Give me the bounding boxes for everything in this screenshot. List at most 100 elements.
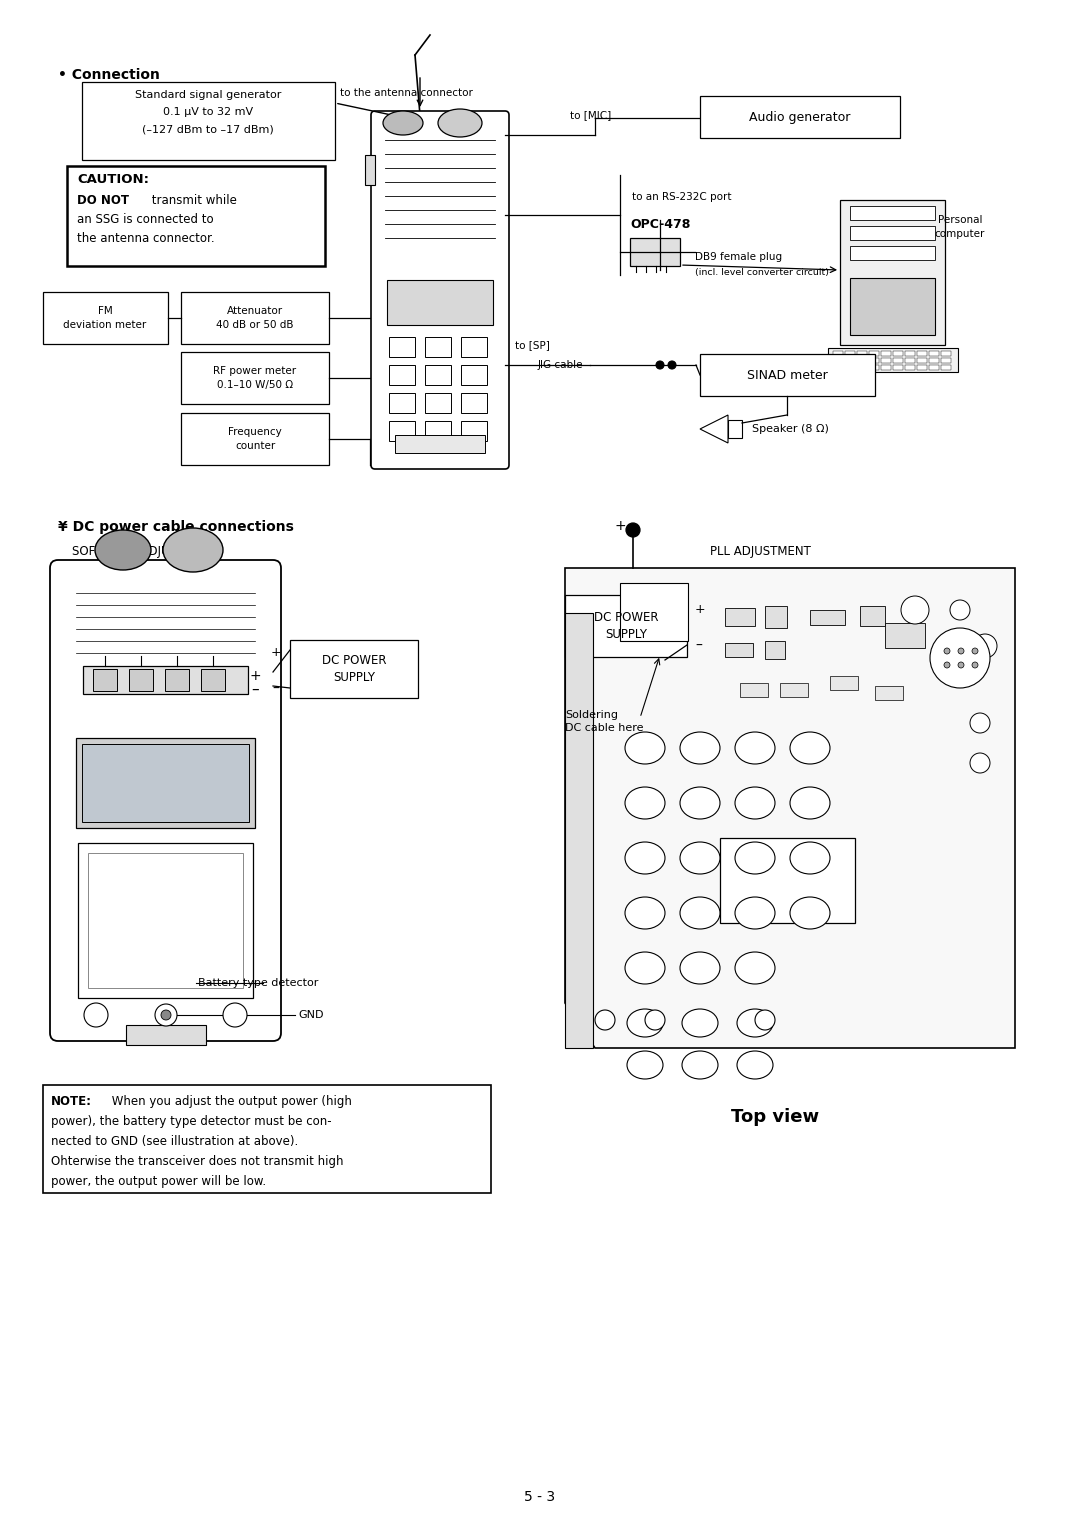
Bar bbox=[881, 358, 891, 364]
Ellipse shape bbox=[95, 530, 151, 570]
Bar bbox=[181, 292, 329, 344]
Ellipse shape bbox=[625, 897, 665, 929]
Bar bbox=[858, 358, 867, 364]
Circle shape bbox=[958, 648, 964, 654]
Bar bbox=[860, 607, 885, 626]
Bar bbox=[630, 238, 680, 266]
Ellipse shape bbox=[737, 1051, 773, 1079]
Ellipse shape bbox=[625, 787, 665, 819]
Bar bbox=[43, 1085, 491, 1193]
Bar bbox=[893, 365, 903, 370]
Bar bbox=[389, 393, 415, 413]
Circle shape bbox=[656, 361, 664, 368]
Text: DC POWER
SUPPLY: DC POWER SUPPLY bbox=[594, 611, 658, 642]
Bar bbox=[828, 348, 958, 371]
Bar bbox=[728, 420, 742, 439]
Ellipse shape bbox=[735, 842, 775, 874]
Ellipse shape bbox=[383, 112, 423, 134]
Bar bbox=[850, 278, 935, 335]
Bar bbox=[740, 683, 768, 697]
Circle shape bbox=[595, 1010, 615, 1030]
Bar bbox=[181, 413, 329, 465]
Text: +: + bbox=[696, 604, 705, 616]
Ellipse shape bbox=[625, 732, 665, 764]
Circle shape bbox=[222, 1002, 247, 1027]
Bar bbox=[850, 206, 935, 220]
Text: GND: GND bbox=[298, 1010, 324, 1021]
Text: Speaker (8 Ω): Speaker (8 Ω) bbox=[752, 423, 828, 434]
Circle shape bbox=[161, 1010, 171, 1021]
Bar bbox=[765, 642, 785, 659]
Bar bbox=[387, 280, 492, 325]
Polygon shape bbox=[700, 416, 728, 443]
Text: –: – bbox=[272, 681, 280, 695]
Bar bbox=[426, 393, 451, 413]
Bar bbox=[82, 744, 249, 822]
Text: FM
deviation meter: FM deviation meter bbox=[64, 307, 147, 330]
Bar bbox=[850, 246, 935, 260]
Circle shape bbox=[944, 662, 950, 668]
Text: power, the output power will be low.: power, the output power will be low. bbox=[51, 1175, 266, 1187]
Ellipse shape bbox=[735, 787, 775, 819]
Text: SINAD meter: SINAD meter bbox=[746, 368, 827, 382]
Bar bbox=[905, 358, 915, 364]
Bar bbox=[461, 393, 487, 413]
Text: ¥ DC power cable connections: ¥ DC power cable connections bbox=[58, 520, 294, 533]
Text: –: – bbox=[696, 639, 702, 652]
Bar bbox=[165, 669, 189, 691]
Bar bbox=[181, 351, 329, 403]
Bar bbox=[881, 351, 891, 356]
Ellipse shape bbox=[625, 952, 665, 984]
Ellipse shape bbox=[681, 1051, 718, 1079]
Text: Frequency
counter: Frequency counter bbox=[228, 428, 282, 451]
Text: an SSG is connected to: an SSG is connected to bbox=[77, 212, 214, 226]
Text: NOTE:: NOTE: bbox=[51, 1096, 92, 1108]
Circle shape bbox=[944, 648, 950, 654]
Polygon shape bbox=[565, 568, 1015, 1048]
Text: Audio generator: Audio generator bbox=[750, 110, 851, 124]
Ellipse shape bbox=[627, 1008, 663, 1038]
Bar bbox=[840, 200, 945, 345]
Ellipse shape bbox=[680, 732, 720, 764]
Ellipse shape bbox=[789, 897, 831, 929]
Bar bbox=[869, 358, 879, 364]
Bar bbox=[620, 584, 688, 642]
Bar bbox=[850, 226, 935, 240]
Ellipse shape bbox=[680, 842, 720, 874]
Bar bbox=[765, 607, 787, 628]
Bar bbox=[700, 354, 875, 396]
Circle shape bbox=[972, 662, 978, 668]
Text: to [SP]: to [SP] bbox=[515, 341, 550, 350]
Bar bbox=[929, 351, 939, 356]
Text: the antenna connector.: the antenna connector. bbox=[77, 232, 215, 244]
Text: to an RS-232C port: to an RS-232C port bbox=[632, 193, 731, 202]
Bar bbox=[917, 365, 927, 370]
Ellipse shape bbox=[163, 529, 222, 571]
Circle shape bbox=[669, 361, 676, 368]
Bar bbox=[881, 365, 891, 370]
Text: DO NOT: DO NOT bbox=[77, 194, 129, 206]
Bar bbox=[78, 843, 253, 998]
Bar bbox=[725, 608, 755, 626]
Ellipse shape bbox=[625, 842, 665, 874]
Bar bbox=[389, 338, 415, 358]
Bar bbox=[831, 675, 858, 691]
Bar bbox=[869, 365, 879, 370]
Ellipse shape bbox=[737, 1008, 773, 1038]
Ellipse shape bbox=[680, 787, 720, 819]
FancyBboxPatch shape bbox=[372, 112, 509, 469]
Text: DC POWER
SUPPLY: DC POWER SUPPLY bbox=[322, 654, 387, 685]
Bar bbox=[201, 669, 225, 691]
Text: JIG cable: JIG cable bbox=[538, 361, 583, 370]
Text: DB9 female plug: DB9 female plug bbox=[696, 252, 782, 261]
Bar bbox=[426, 365, 451, 385]
Text: CAUTION:: CAUTION: bbox=[77, 173, 149, 186]
Ellipse shape bbox=[438, 108, 482, 138]
Text: 0.1 μV to 32 mV: 0.1 μV to 32 mV bbox=[163, 107, 253, 118]
Circle shape bbox=[901, 596, 929, 623]
Bar bbox=[941, 351, 951, 356]
Bar bbox=[129, 669, 153, 691]
Ellipse shape bbox=[681, 1008, 718, 1038]
Text: RF power meter
0.1–10 W/50 Ω: RF power meter 0.1–10 W/50 Ω bbox=[214, 367, 297, 390]
Ellipse shape bbox=[735, 732, 775, 764]
